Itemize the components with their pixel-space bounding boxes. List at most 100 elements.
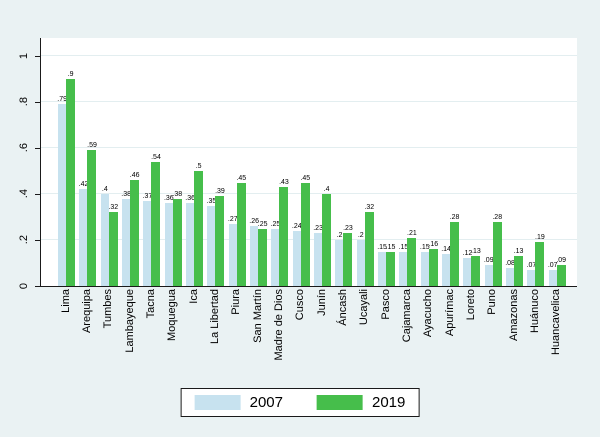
x-axis-label: Tacna	[140, 289, 161, 389]
x-axis-label-text: La Libertad	[208, 289, 221, 345]
bar-value-label: .23	[343, 225, 353, 233]
bar-value-label: .54	[151, 153, 161, 161]
bar-group: .24 .45	[291, 38, 312, 286]
bar-2007	[58, 104, 67, 286]
bar-value-label: .46	[129, 172, 140, 180]
bar-value-label: .5	[195, 163, 202, 170]
x-axis-label-text: Amazonas	[507, 289, 520, 341]
bar-value-label: .4	[101, 186, 108, 193]
bar-column: .9	[66, 70, 76, 286]
bar-group: .12.13	[461, 38, 482, 286]
bar-column: .07	[526, 261, 537, 286]
x-axis-label: Ica	[183, 289, 204, 389]
bar-column: .37	[143, 192, 152, 286]
legend-label-2007: 2007	[249, 394, 283, 411]
bar-column: .16	[428, 240, 438, 286]
bar-value-label: .21	[407, 229, 417, 237]
x-axis-label-text: Huánuco	[528, 289, 541, 334]
y-axis-tick-label-text: .8	[18, 97, 30, 107]
bar-value-label: .32	[364, 204, 375, 212]
bars-row: .79.9.42.59.4.32.38.46.37.54.36.38.36.5.…	[56, 38, 568, 286]
x-axis-label-text: Tacna	[144, 289, 157, 319]
x-axis-label-text: Arequipa	[80, 289, 93, 334]
legend: 2007 2019	[180, 388, 420, 417]
bar-2019	[258, 228, 268, 286]
bar-value-label: .09	[556, 257, 567, 265]
x-axis-label: San Martín	[247, 289, 268, 389]
bar-2019	[343, 233, 353, 286]
bar-value-label: .28	[449, 213, 460, 221]
x-axis-label: Cusco	[290, 289, 311, 389]
bar-2019	[300, 182, 310, 286]
y-axis-tick	[35, 102, 40, 103]
y-axis-tick-label-text: .4	[18, 189, 30, 199]
legend-label-2019: 2019	[372, 394, 406, 411]
bar-value-label: .15	[398, 243, 409, 251]
y-axis-tick-label-text: .6	[18, 143, 30, 153]
bar-column: .46	[129, 171, 140, 286]
bar-value-label: .45	[236, 174, 247, 182]
bar-2019	[514, 256, 524, 286]
x-axis-label-text: Ucayali	[358, 289, 371, 326]
bar-2019	[87, 150, 97, 286]
bar-group: .07 .19	[525, 38, 546, 286]
bar-column: .07	[548, 261, 558, 286]
x-axis-label-text: San Martín	[251, 289, 264, 343]
bar-value-label: .14	[441, 245, 451, 253]
y-axis-tick-label: 1	[15, 36, 33, 76]
y-axis-tick-label-text: 0	[18, 282, 30, 290]
y-axis-tick	[35, 56, 40, 57]
x-axis-label-text: Ayacucho	[422, 289, 435, 338]
x-axis-label: Madre de Dios	[268, 289, 289, 389]
bar-value-label: .36	[163, 195, 174, 203]
bar-column: .23	[313, 224, 323, 286]
bar-value-label: .4	[323, 186, 330, 193]
bar-group: .15.16	[419, 38, 440, 286]
bar-column: .36	[163, 194, 174, 286]
bar-column: .09	[483, 256, 494, 286]
bar-group: .08.13	[504, 38, 525, 286]
bar-column: .59	[87, 141, 97, 286]
bar-2019	[215, 196, 225, 286]
bar-column: .13	[471, 247, 481, 286]
bar-column: .15	[377, 243, 387, 286]
bar-column: .32	[364, 203, 375, 286]
bar-2007	[122, 198, 131, 286]
bar-column: .38	[121, 190, 132, 286]
bar-value-label: .38	[121, 190, 132, 198]
bar-column: .15	[419, 243, 430, 286]
bar-value-label: .15	[419, 243, 430, 251]
legend-item-2019: 2019	[317, 394, 405, 411]
y-axis-tick-label: .4	[15, 174, 33, 214]
bar-2019	[322, 194, 332, 286]
bar-value-label: .07	[526, 261, 537, 269]
bar-2019	[407, 237, 417, 286]
bar-2007	[79, 189, 88, 286]
bar-column: .45	[300, 174, 310, 286]
y-axis-tick-label: .8	[15, 82, 33, 122]
bar-value-label: .25	[270, 220, 281, 228]
x-axis-label-text: Huancavelica	[550, 289, 563, 356]
bar-value-label: .42	[78, 181, 89, 189]
bar-group: .09 .28	[483, 38, 504, 286]
bar-group: .15.15	[376, 38, 397, 286]
x-axis-label-text: Apurímac	[443, 289, 456, 337]
bar-column: .35	[207, 197, 216, 286]
bar-2007	[484, 265, 493, 286]
bar-column: .25	[258, 220, 268, 286]
legend-item-2007: 2007	[194, 394, 283, 411]
bar-column: .42	[78, 180, 89, 286]
y-axis-tick-label-text: 1	[18, 52, 30, 60]
bar-2007	[506, 267, 515, 286]
bar-value-label: .13	[471, 248, 481, 256]
bar-2007	[442, 253, 451, 286]
bar-group: .07.09	[547, 38, 568, 286]
bar-value-label: .59	[87, 142, 97, 150]
bar-column: .26	[249, 217, 259, 286]
y-axis-tick-label: .6	[15, 128, 33, 168]
bar-value-label: .09	[483, 257, 494, 265]
bar-2007	[207, 205, 216, 286]
x-axis-label-text: Lima	[59, 289, 72, 313]
bar-column: .13	[514, 247, 523, 286]
